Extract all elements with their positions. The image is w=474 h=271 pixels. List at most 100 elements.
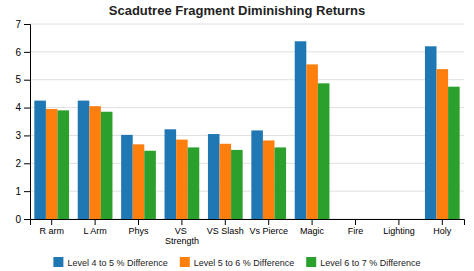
x-tick: R arm	[39, 219, 64, 236]
bar	[425, 46, 437, 219]
y-tick: 2	[15, 158, 30, 169]
bar	[437, 69, 449, 219]
y-tick: 4	[15, 102, 30, 113]
legend-swatch	[53, 257, 63, 267]
x-tick: Fire	[348, 219, 364, 236]
bar	[393, 219, 405, 220]
tick-mark	[24, 108, 30, 109]
grid-line	[30, 51, 464, 52]
tick-mark	[24, 135, 30, 136]
plot-area: 0 1 2 3 4 5 6 7 R arm L Arm Phys VS Strength VS Slas…	[15, 19, 464, 247]
tick-label: 0	[15, 214, 21, 225]
tick-label: 1	[15, 186, 21, 197]
bar	[361, 219, 373, 220]
grid	[30, 24, 464, 219]
y-tick: 0	[15, 214, 30, 225]
x-tick: Holy	[433, 219, 452, 236]
axis-line	[31, 220, 465, 226]
tick-mark	[24, 191, 30, 192]
legend-label: Level 4 to 5 % Difference	[67, 258, 167, 268]
tick-mark	[24, 24, 30, 25]
tick-label: VS Strength	[165, 226, 199, 246]
grid-line	[30, 79, 464, 80]
x-axis: R arm L Arm Phys VS Strength VS Slash Vs Pier…	[31, 219, 465, 246]
legend: Level 4 to 5 % Difference Level 5 to 6 % …	[53, 257, 420, 268]
bar	[121, 135, 133, 219]
bar	[101, 112, 113, 219]
y-axis: 0 1 2 3 4 5 6 7	[15, 19, 30, 225]
tick-label: Vs Pierce	[249, 226, 288, 236]
legend-label: Level 5 to 6 % Difference	[194, 258, 294, 268]
x-tick: VS Strength	[165, 219, 199, 246]
y-tick: 1	[15, 186, 30, 197]
y-tick: 5	[15, 74, 30, 85]
bar	[78, 101, 90, 219]
tick-mark	[398, 219, 399, 225]
tick-label: Lighting	[383, 226, 415, 236]
grid-line	[30, 24, 464, 25]
bar	[176, 140, 188, 219]
y-tick: 7	[15, 19, 30, 30]
bar	[133, 144, 145, 219]
bar-series	[46, 64, 448, 219]
tick-label: 7	[15, 19, 21, 30]
bar	[295, 41, 307, 219]
bar	[57, 110, 69, 219]
bar	[231, 150, 243, 219]
legend-item: Level 4 to 5 % Difference	[53, 257, 167, 268]
chart-svg: Scadutree Fragment Diminishing Returns 0 1…	[0, 0, 474, 271]
axis-line	[24, 25, 31, 220]
bars	[34, 41, 459, 219]
chart-container: Scadutree Fragment Diminishing Returns 0 1…	[0, 0, 474, 271]
tick-mark	[268, 219, 269, 225]
tick-mark	[95, 219, 96, 225]
bar	[208, 134, 220, 219]
bar	[251, 130, 263, 219]
tick-mark	[51, 219, 52, 225]
tick-mark	[24, 52, 30, 53]
x-tick: L Arm	[84, 219, 107, 236]
tick-mark	[24, 163, 30, 164]
tick-label: 3	[15, 130, 21, 141]
legend-item: Level 6 to 7 % Difference	[306, 257, 420, 268]
tick-label: Phys	[128, 226, 149, 236]
legend-label: Level 6 to 7 % Difference	[320, 258, 420, 268]
x-tick: Lighting	[383, 219, 415, 236]
tick-label: VS Slash	[207, 226, 244, 236]
bar	[448, 87, 460, 219]
bar	[220, 144, 232, 219]
legend-item: Level 5 to 6 % Difference	[180, 257, 294, 268]
x-tick: VS Slash	[207, 219, 244, 236]
tick-mark	[24, 80, 30, 81]
bar	[306, 64, 318, 219]
y-tick: 6	[15, 47, 30, 58]
bar	[34, 101, 46, 219]
bar-series	[34, 41, 436, 219]
bar	[338, 219, 350, 220]
tick-label: 6	[15, 47, 21, 58]
tick-label: L Arm	[84, 226, 107, 236]
bar	[263, 140, 275, 219]
tick-label: Magic	[300, 226, 325, 236]
tick-label: Holy	[433, 226, 452, 236]
x-tick: Magic	[300, 219, 325, 236]
bar	[350, 219, 362, 220]
bar	[188, 147, 200, 219]
tick-label: 4	[15, 102, 21, 113]
bar	[318, 83, 330, 219]
x-tick: Phys	[128, 219, 149, 236]
legend-swatch	[306, 257, 316, 267]
chart-title: Scadutree Fragment Diminishing Returns	[109, 3, 365, 18]
tick-label: Fire	[348, 226, 364, 236]
bar	[274, 147, 286, 219]
tick-mark	[355, 219, 356, 225]
tick-mark	[138, 219, 139, 225]
tick-label: 2	[15, 158, 21, 169]
tick-label: 5	[15, 74, 21, 85]
bar	[165, 129, 177, 219]
bar-series	[57, 83, 459, 219]
bar	[382, 219, 394, 220]
tick-mark	[225, 219, 226, 225]
x-tick: Vs Pierce	[249, 219, 288, 236]
bar	[405, 219, 417, 220]
